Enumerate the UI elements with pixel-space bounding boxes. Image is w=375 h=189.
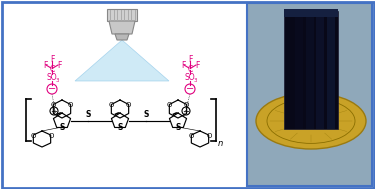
Text: O: O [126,102,131,108]
Text: O: O [206,133,212,139]
Text: +: + [51,106,57,115]
Text: C: C [50,64,55,74]
Text: F: F [50,56,54,64]
Polygon shape [109,21,135,34]
Text: O: O [30,133,36,139]
Text: C: C [188,64,193,74]
Bar [316,11,324,129]
Bar [107,9,137,21]
Bar [284,9,338,17]
Bar [284,11,292,129]
Text: F: F [57,60,61,70]
Text: S: S [117,122,123,132]
Text: O: O [48,133,54,139]
Polygon shape [75,40,169,81]
Text: SO: SO [184,74,195,83]
Bar [306,11,314,129]
Text: S: S [85,110,91,119]
Text: O: O [167,102,172,108]
Bar [247,3,372,186]
Bar [284,11,338,129]
Text: S: S [175,122,181,132]
Ellipse shape [256,93,366,149]
Text: O: O [51,102,56,108]
Text: 3: 3 [55,77,59,83]
Text: −: − [186,84,194,94]
Text: F: F [188,56,192,64]
Text: F: F [195,60,199,70]
Text: O: O [188,133,194,139]
Text: F: F [181,60,185,70]
Text: O: O [184,102,189,108]
Bar [327,11,335,129]
Text: S: S [143,110,148,119]
Text: −: − [48,84,56,94]
Text: O: O [109,102,114,108]
Polygon shape [115,34,129,40]
Text: O: O [68,102,73,108]
Text: SO: SO [46,74,57,83]
Text: 3: 3 [193,77,197,83]
Text: +: + [183,106,189,115]
Bar [295,11,303,129]
Text: n: n [218,139,223,147]
Text: F: F [43,60,47,70]
Text: S: S [59,122,64,132]
